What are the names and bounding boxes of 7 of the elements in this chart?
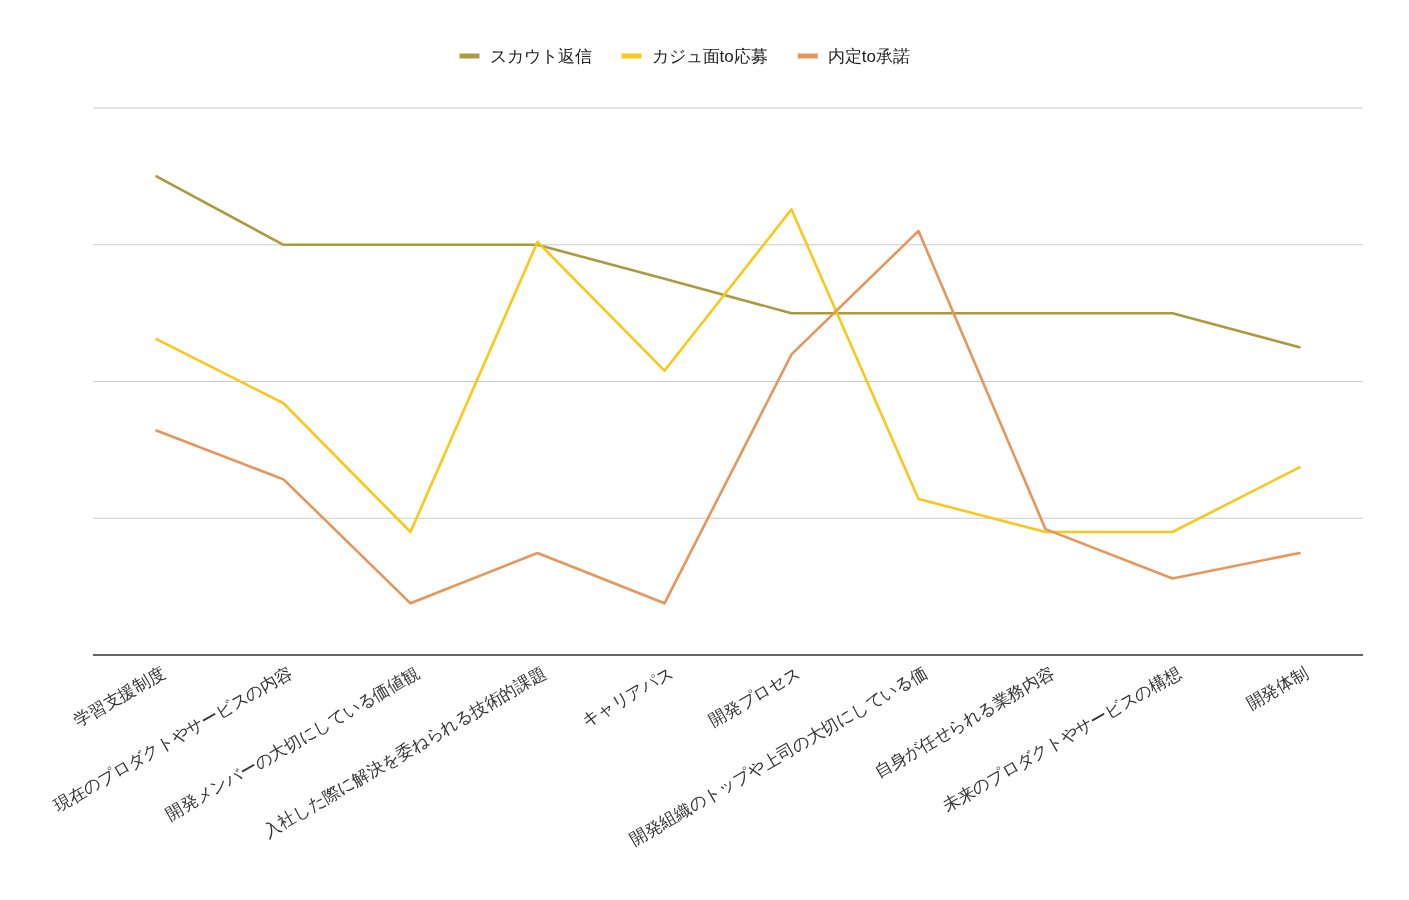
x-tick-label: 学習支援制度 [70,663,169,731]
x-tick-label: 開発プロセス [705,663,804,731]
legend-label: カジュ面to応募 [651,47,768,66]
legend-label: スカウト返信 [489,47,592,66]
legend-label: 内定to承諾 [827,47,910,66]
x-tick-label: キャリアパス [578,663,677,731]
x-tick-label: 開発体制 [1243,663,1312,714]
